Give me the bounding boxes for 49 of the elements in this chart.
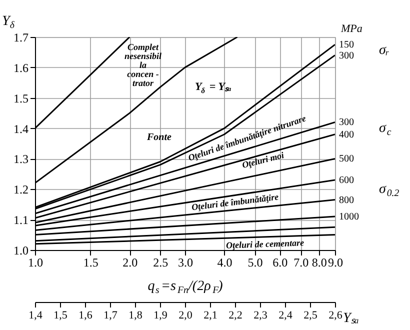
annotation: Oţeluri de îmbunătăţire: [190, 192, 280, 212]
x-tick-label: 3.0: [178, 256, 193, 270]
annotation: Oţeluri moi: [241, 150, 286, 170]
x2-tick-label: 2,0: [178, 310, 193, 322]
series-label: 800: [339, 194, 354, 206]
x2-tick-label: 2,2: [228, 310, 242, 322]
series-label: 400: [339, 129, 354, 140]
series-label: 600: [339, 175, 354, 186]
y-tick-label: 1.6: [14, 60, 28, 75]
x-tick-label: 1.5: [83, 256, 98, 270]
x2-tick-label: 2,5: [304, 310, 318, 322]
series-label: 1000: [339, 212, 359, 223]
x2-axis-title: Yₛₐ: [343, 311, 359, 326]
text: = Yₛₐ: [209, 81, 232, 93]
y-tick-label: 1.1: [14, 213, 28, 228]
x-tick-label: 9.0: [328, 256, 343, 270]
x2-tick-label: 2,4: [278, 310, 293, 322]
x2-tick-label: 1,8: [128, 310, 143, 322]
series-label: 150: [339, 40, 354, 51]
x-tick-label: 1.0: [28, 256, 43, 270]
x2-tick-label: 2,3: [254, 310, 268, 322]
y-tick-label: 1.2: [14, 182, 28, 197]
text: MPa: [340, 23, 363, 35]
y-tick-label: 1.0: [14, 244, 28, 258]
x-tick-label: 6.0: [272, 256, 288, 270]
x2-tick-label: 1,4: [28, 310, 43, 322]
x2-tick-label: 1,9: [154, 310, 168, 322]
x-tick-label: 5.0: [248, 256, 263, 270]
y-tick-label: 1.7: [14, 30, 28, 44]
x-tick-label: 7.0: [294, 256, 309, 270]
x2-tick-label: 1,7: [104, 310, 118, 322]
x-tick-label: 2.0: [122, 256, 138, 270]
x-tick-label: 8.0: [312, 256, 327, 270]
series-label: 300: [339, 117, 354, 128]
series-label: 300: [339, 50, 354, 62]
y-tick-label: 1.5: [14, 91, 28, 106]
x2-tick-label: 1,5: [54, 310, 68, 322]
x2-tick-label: 2,6: [328, 310, 343, 322]
x-tick-label: 2.5: [153, 256, 168, 270]
x2-tick-label: 1,6: [78, 310, 93, 322]
annotation: Oţeluri de cementare: [226, 238, 304, 250]
x2-tick-label: 2,1: [204, 310, 218, 322]
y-tick-label: 1.4: [14, 122, 28, 136]
annotation: Fonte: [146, 132, 172, 143]
text: σᵣ: [379, 43, 390, 58]
x-tick-label: 4.0: [217, 256, 232, 270]
annotation: Complet nesensibil la concen - trator: [124, 42, 162, 88]
series-label: 500: [339, 154, 354, 165]
y-tick-label: 1.3: [14, 152, 28, 166]
